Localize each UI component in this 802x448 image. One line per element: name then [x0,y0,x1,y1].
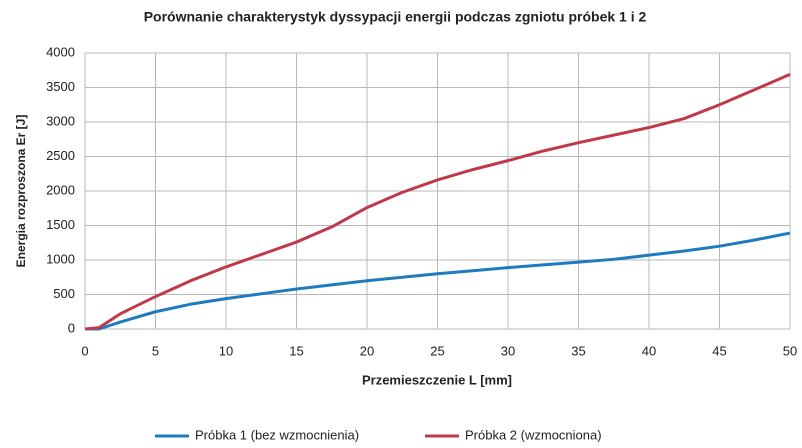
x-tick-label: 20 [360,343,374,358]
x-tick-label: 50 [783,343,797,358]
legend-label: Próbka 1 (bez wzmocnienia) [195,427,359,442]
x-tick-label: 40 [642,343,656,358]
y-tick-label: 0 [68,320,75,335]
y-tick-label: 1500 [46,217,75,232]
y-axis-label: Energia rozproszona Er [J] [14,115,28,268]
x-tick-label: 5 [152,343,159,358]
legend-label: Próbka 2 (wzmocniona) [465,427,602,442]
x-tick-label: 45 [712,343,726,358]
x-tick-label: 0 [81,343,88,358]
y-tick-label: 3000 [46,113,75,128]
y-tick-label: 3500 [46,79,75,94]
x-axis-label: Przemieszczenie L [mm] [362,372,512,387]
y-tick-label: 1000 [46,251,75,266]
y-tick-label: 2500 [46,148,75,163]
y-tick-label: 500 [53,286,75,301]
x-tick-label: 15 [289,343,303,358]
x-tick-label: 35 [571,343,585,358]
y-tick-label: 2000 [46,182,75,197]
series-line [84,73,791,331]
y-tick-label: 4000 [46,44,75,59]
series-line [85,231,791,331]
x-tick-label: 10 [219,343,233,358]
chart-title: Porównanie charakterystyk dyssypacji ene… [144,9,647,25]
x-tick-label: 25 [430,343,444,358]
x-tick-label: 30 [501,343,515,358]
